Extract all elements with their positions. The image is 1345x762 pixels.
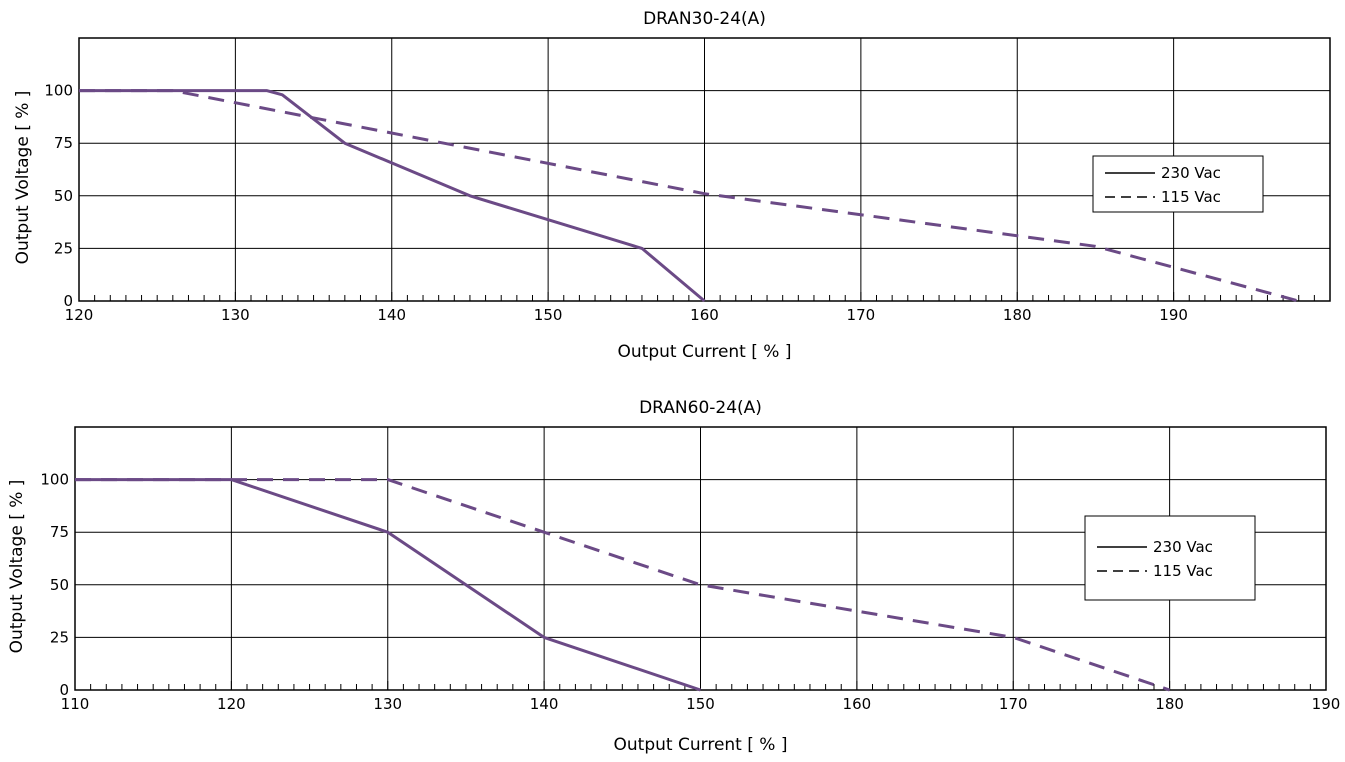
chart-panel-2: DRAN60-24(A) 110 120 130 140 150 160 170 180 190 0… (7, 398, 1340, 755)
y-tick-label: 0 (59, 681, 69, 699)
y-axis-label: Output Voltage [ % ] (13, 91, 33, 265)
x-tick-label: 120 (217, 695, 246, 713)
minor-ticks (74, 681, 1327, 690)
legend-box (1084, 515, 1256, 601)
x-tick-label: 150 (534, 306, 563, 324)
chart-panel-1: DRAN30-24(A) 120 130 140 150 160 170 180 190 0 25 5… (13, 9, 1331, 362)
y-tick-label: 50 (54, 187, 73, 205)
x-tick-label: 130 (373, 695, 402, 713)
x-tick-label: 170 (999, 695, 1028, 713)
y-tick-label: 75 (50, 523, 69, 541)
x-tick-label: 190 (1312, 695, 1341, 713)
x-axis-label: Output Current [ % ] (618, 342, 792, 362)
x-tick-label: 160 (843, 695, 872, 713)
x-tick-label: 150 (686, 695, 715, 713)
x-axis-label: Output Current [ % ] (614, 735, 788, 755)
y-tick-label: 25 (54, 239, 73, 257)
series-line-dashed (79, 89, 1300, 303)
chart-title: DRAN60-24(A) (639, 398, 762, 418)
x-tick-label: 110 (61, 695, 90, 713)
legend: 230 Vac 115 Vac (1084, 515, 1256, 601)
grid-lines (79, 38, 1330, 301)
series-line-solid (79, 89, 706, 303)
legend-label: 230 Vac (1153, 538, 1213, 556)
x-tick-label: 140 (530, 695, 559, 713)
x-tick-label: 120 (65, 306, 94, 324)
legend-box (1092, 155, 1264, 213)
x-tick-label: 180 (1003, 306, 1032, 324)
legend-label: 115 Vac (1161, 188, 1221, 206)
x-tick-label: 170 (847, 306, 876, 324)
legend-label: 230 Vac (1161, 164, 1221, 182)
y-tick-label: 50 (50, 576, 69, 594)
series-line-dashed (75, 478, 1171, 692)
legend: 230 Vac 115 Vac (1092, 155, 1264, 213)
x-tick-label: 180 (1155, 695, 1184, 713)
x-tick-label: 160 (690, 306, 719, 324)
legend-label: 115 Vac (1153, 562, 1213, 580)
y-tick-label: 100 (40, 471, 69, 489)
y-axis-label: Output Voltage [ % ] (7, 480, 27, 654)
minor-ticks (78, 292, 1331, 301)
x-tick-label: 130 (221, 306, 250, 324)
x-tick-label: 140 (377, 306, 406, 324)
y-tick-label: 0 (63, 292, 73, 310)
y-tick-label: 75 (54, 134, 73, 152)
x-tick-label: 190 (1159, 306, 1188, 324)
chart-title: DRAN30-24(A) (643, 9, 766, 29)
y-tick-label: 100 (44, 82, 73, 100)
y-tick-label: 25 (50, 628, 69, 646)
